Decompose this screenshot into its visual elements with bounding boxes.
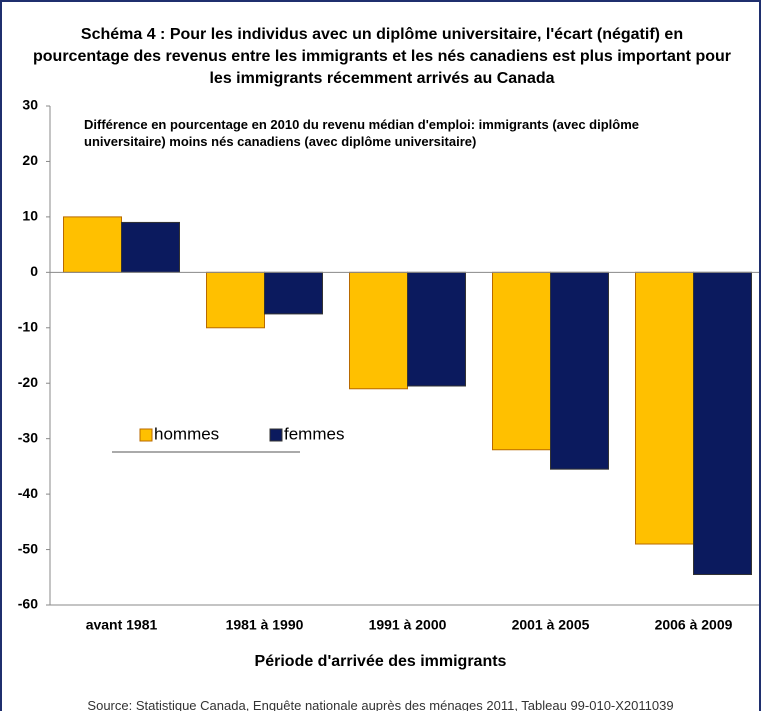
y-tick-label: -20 (18, 374, 38, 390)
source: Source: Statistique Canada, Enquête nati… (87, 698, 674, 711)
y-tick-label: 0 (30, 263, 38, 279)
y-tick-label: 20 (22, 152, 38, 168)
bar (63, 216, 122, 273)
bar (492, 271, 551, 451)
x-tick-label: 2001 à 2005 (512, 617, 590, 633)
y-tick-label: -50 (18, 540, 38, 556)
bar (635, 271, 694, 545)
y-tick-label: 30 (22, 97, 38, 113)
x-tick-label: 1981 à 1990 (226, 617, 304, 633)
bar (121, 221, 180, 273)
legend-swatch (269, 428, 283, 442)
legend-swatch (139, 428, 153, 442)
y-tick-label: -60 (18, 596, 38, 612)
x-tick-label: 1991 à 2000 (369, 617, 447, 633)
x-tick-label: 2006 à 2009 (655, 617, 733, 633)
bar (206, 271, 265, 329)
x-tick-label: avant 1981 (86, 617, 158, 633)
y-tick-label: -30 (18, 429, 38, 445)
y-tick-label: -40 (18, 485, 38, 501)
y-tick-label: 10 (22, 208, 38, 224)
bar (264, 271, 323, 315)
bar (407, 271, 466, 387)
bar (693, 271, 752, 576)
y-tick-label: -10 (18, 318, 38, 334)
chart-subtitle: Différence en pourcentage en 2010 du rev… (84, 117, 640, 149)
legend-label: hommes (154, 424, 219, 443)
x-axis-label: Période d'arrivée des immigrants (254, 653, 507, 670)
bar (349, 271, 408, 390)
bar (550, 271, 609, 470)
chart-title: Schéma 4 : Pour les individus avec un di… (33, 26, 731, 87)
legend-label: femmes (284, 424, 344, 443)
